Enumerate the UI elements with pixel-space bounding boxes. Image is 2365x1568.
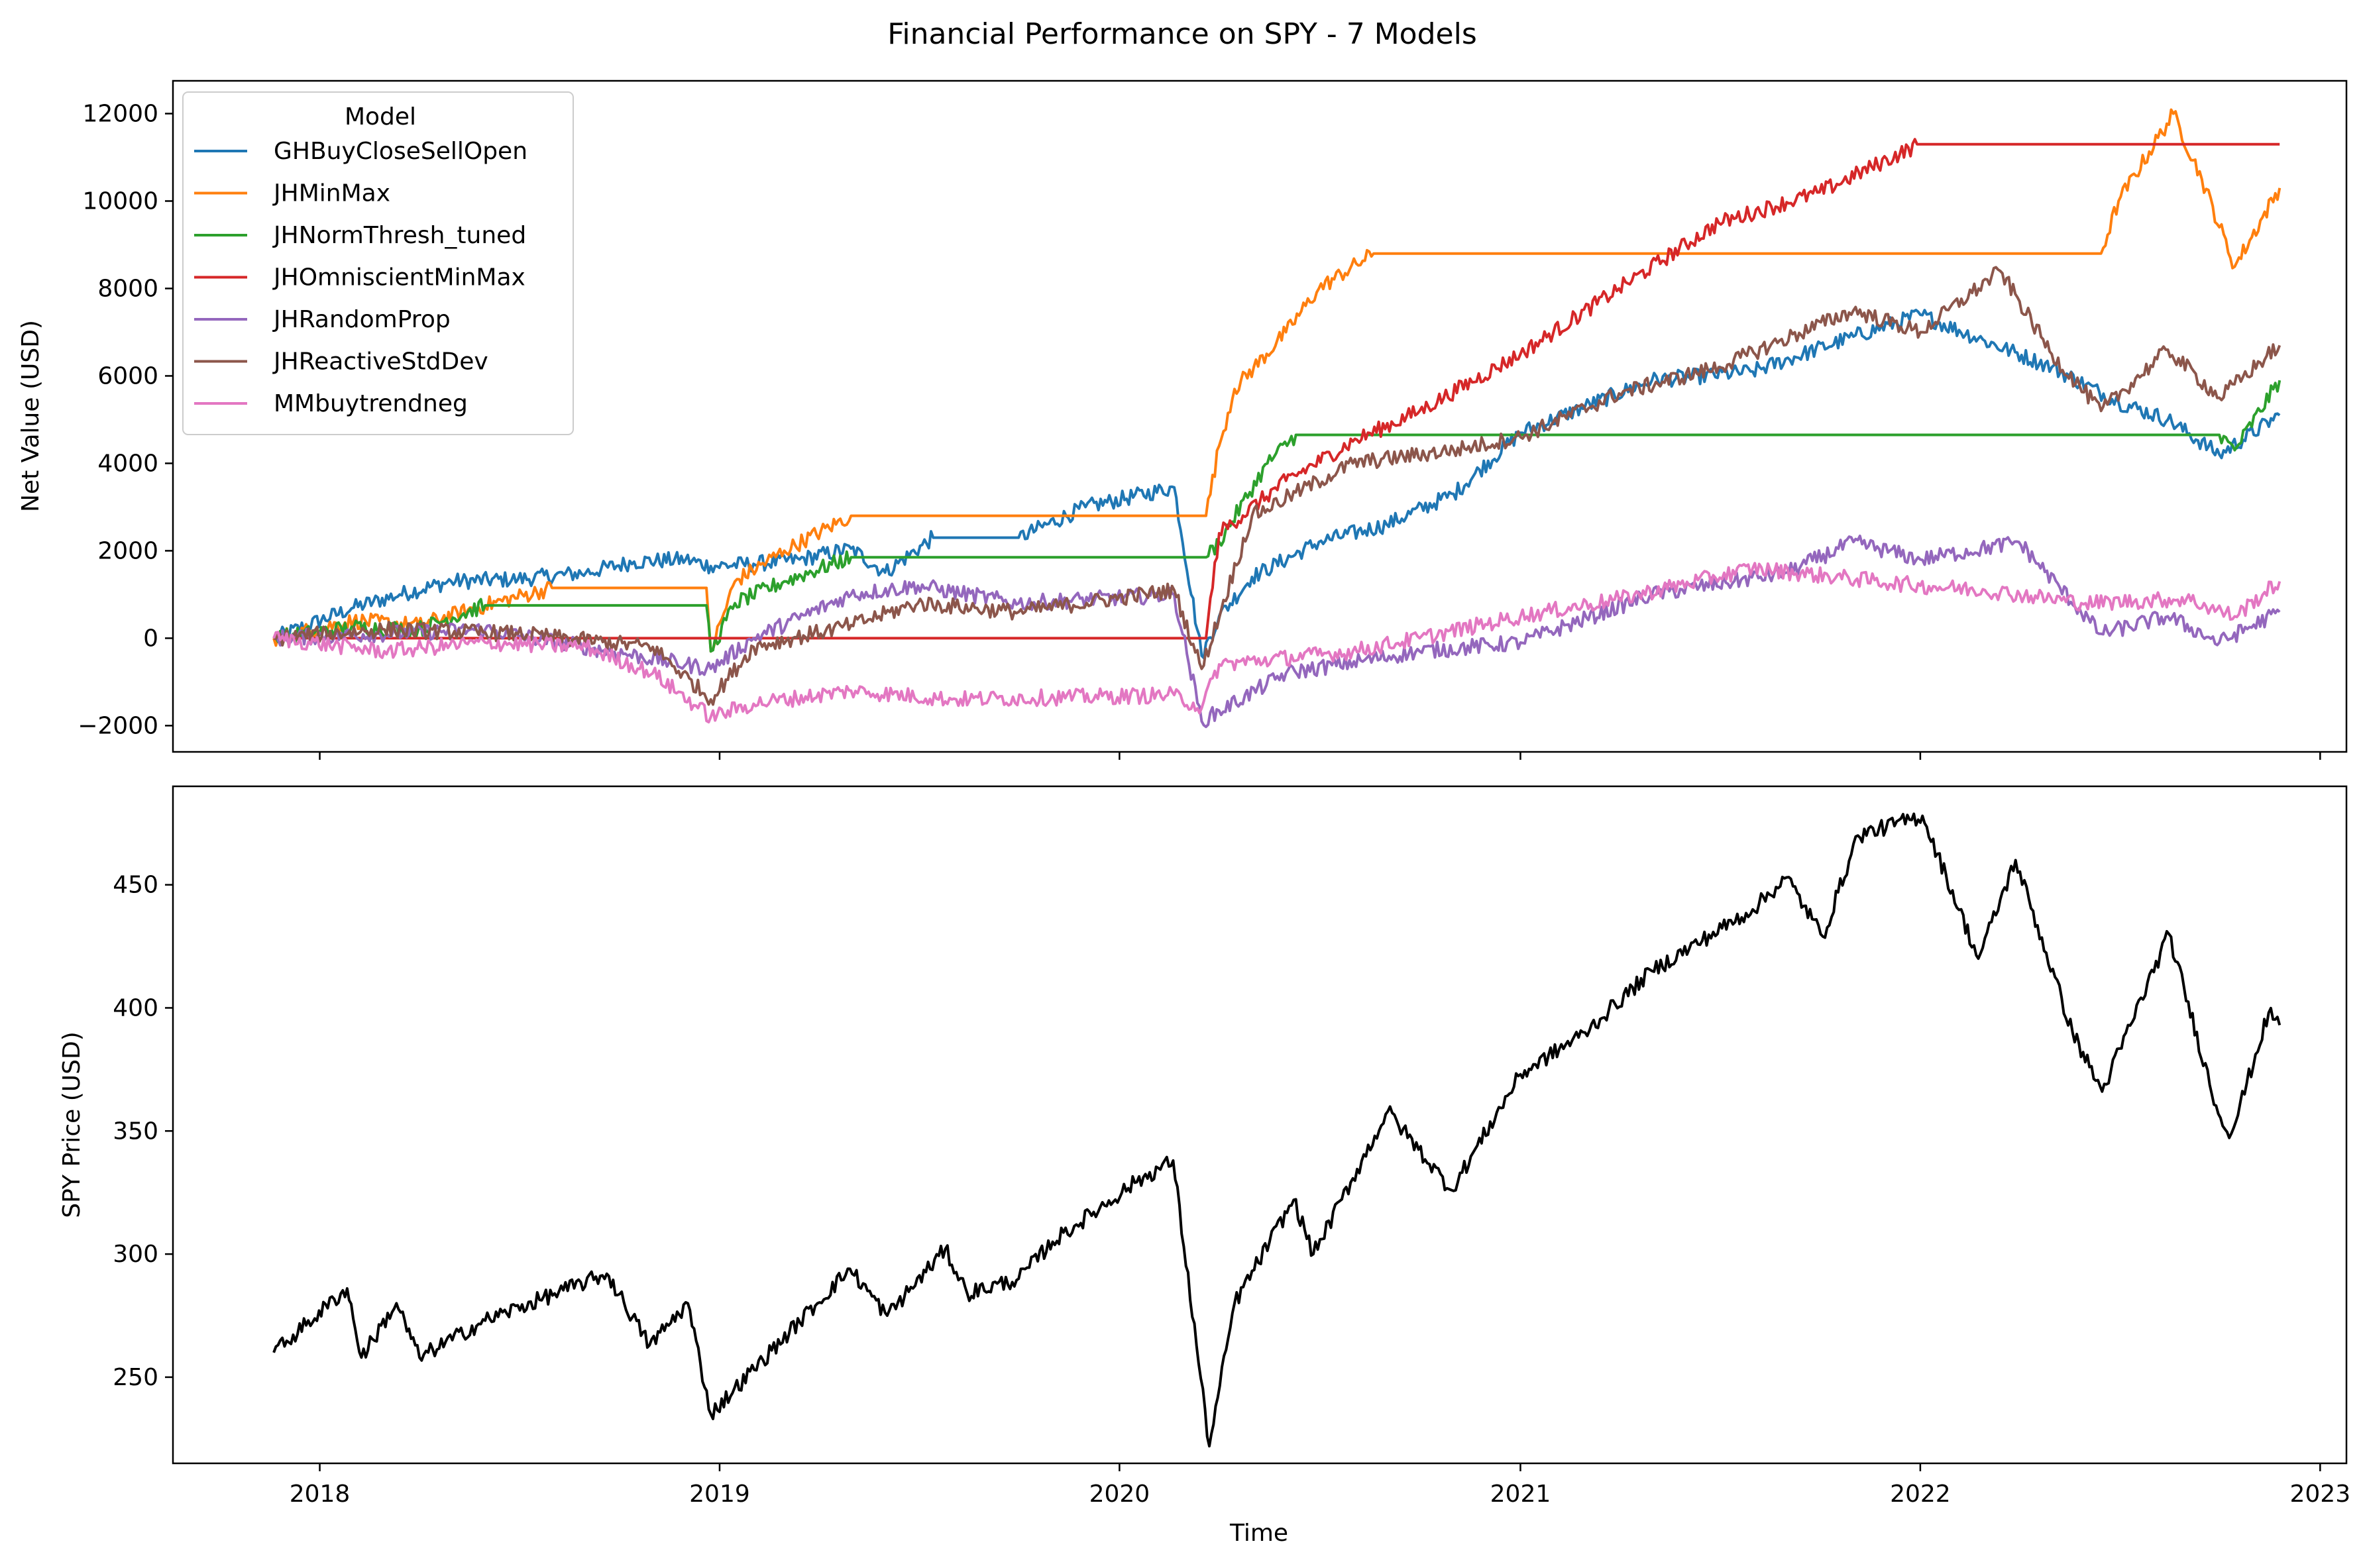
spy-price-y-ticks: 250 300 350 400 450 [113, 872, 173, 1391]
net-value-y-tick-label: −2000 [78, 712, 158, 739]
legend-label-jhreactivestddev: JHReactiveStdDev [272, 348, 488, 376]
spy-price-panel: 250 300 350 400 450 2018 2019 2020 2021 2022 2023… [58, 785, 2350, 1508]
spy-price-y-tick-label: 450 [113, 872, 158, 899]
legend-frame [182, 91, 574, 435]
net-value-y-axis-label: Net Value (USD) [17, 320, 44, 512]
net-value-axes-frame [172, 79, 2348, 753]
spy-price-y-tick-label: 350 [113, 1118, 158, 1145]
legend-label-jhomniscientminmax: JHOmniscientMinMax [272, 264, 525, 291]
net-value-y-ticks: −2000 0 2000 4000 6000 8000 10000 12000 [78, 100, 173, 739]
legend-label-jhminmax: JHMinMax [272, 180, 390, 207]
spy-price-series-lines [272, 812, 2282, 1447]
net-value-panel: −2000 0 2000 4000 6000 8000 10000 12000 Net Val… [17, 79, 2348, 760]
net-value-y-tick-label: 2000 [97, 537, 158, 564]
spy-price-line [272, 812, 2282, 1447]
legend: Model GHBuyCloseSellOpen JHMinMax JHNormTh… [182, 91, 574, 435]
net-value-y-tick-label: 6000 [97, 362, 158, 390]
legend-title: Model [345, 103, 416, 131]
legend-label-ghbuyclosesellopen: GHBuyCloseSellOpen [274, 138, 527, 165]
series-line-jhreactivestddev [273, 266, 2282, 706]
legend-label-jhnormthresh-tuned: JHNormThresh_tuned [272, 222, 526, 249]
net-value-series-lines [272, 108, 2282, 729]
x-axis-label: Time [1229, 1520, 1288, 1547]
net-value-y-tick-label: 4000 [97, 450, 158, 477]
net-value-y-tick-label: 8000 [97, 275, 158, 302]
spy-price-x-tick-label: 2023 [2290, 1481, 2351, 1508]
figure-title: Financial Performance on SPY - 7 Models [887, 17, 1477, 51]
spy-price-x-tick-label: 2020 [1089, 1481, 1150, 1508]
spy-price-x-ticks: 2018 2019 2020 2021 2022 2023 [290, 1463, 2350, 1508]
spy-price-y-axis-label: SPY Price (USD) [58, 1031, 85, 1218]
series-line-jhminmax [272, 108, 2282, 653]
net-value-y-tick-label: 0 [143, 625, 158, 652]
series-line-jhnormthresh-tuned [273, 380, 2282, 653]
spy-price-y-tick-label: 300 [113, 1241, 158, 1268]
spy-price-y-tick-label: 250 [113, 1364, 158, 1391]
spy-price-y-tick-label: 400 [113, 994, 158, 1021]
net-value-y-tick-label: 10000 [82, 187, 158, 215]
spy-price-x-tick-label: 2021 [1490, 1481, 1551, 1508]
spy-price-x-tick-label: 2019 [689, 1481, 750, 1508]
spy-price-x-tick-label: 2022 [1890, 1481, 1951, 1508]
legend-entries: GHBuyCloseSellOpen JHMinMax JHNormThresh_t… [194, 138, 527, 417]
net-value-x-ticks [319, 752, 2321, 760]
spy-price-x-tick-label: 2018 [290, 1481, 351, 1508]
net-value-y-tick-label: 12000 [82, 100, 158, 127]
series-line-mmbuytrendneg [272, 562, 2282, 724]
legend-label-mmbuytrendneg: MMbuytrendneg [274, 390, 468, 417]
series-line-ghbuyclosesellopen [272, 309, 2281, 660]
spy-price-axes-frame [172, 785, 2348, 1465]
legend-label-jhrandomprop: JHRandomProp [272, 306, 451, 333]
series-line-jhrandomprop [272, 535, 2281, 729]
